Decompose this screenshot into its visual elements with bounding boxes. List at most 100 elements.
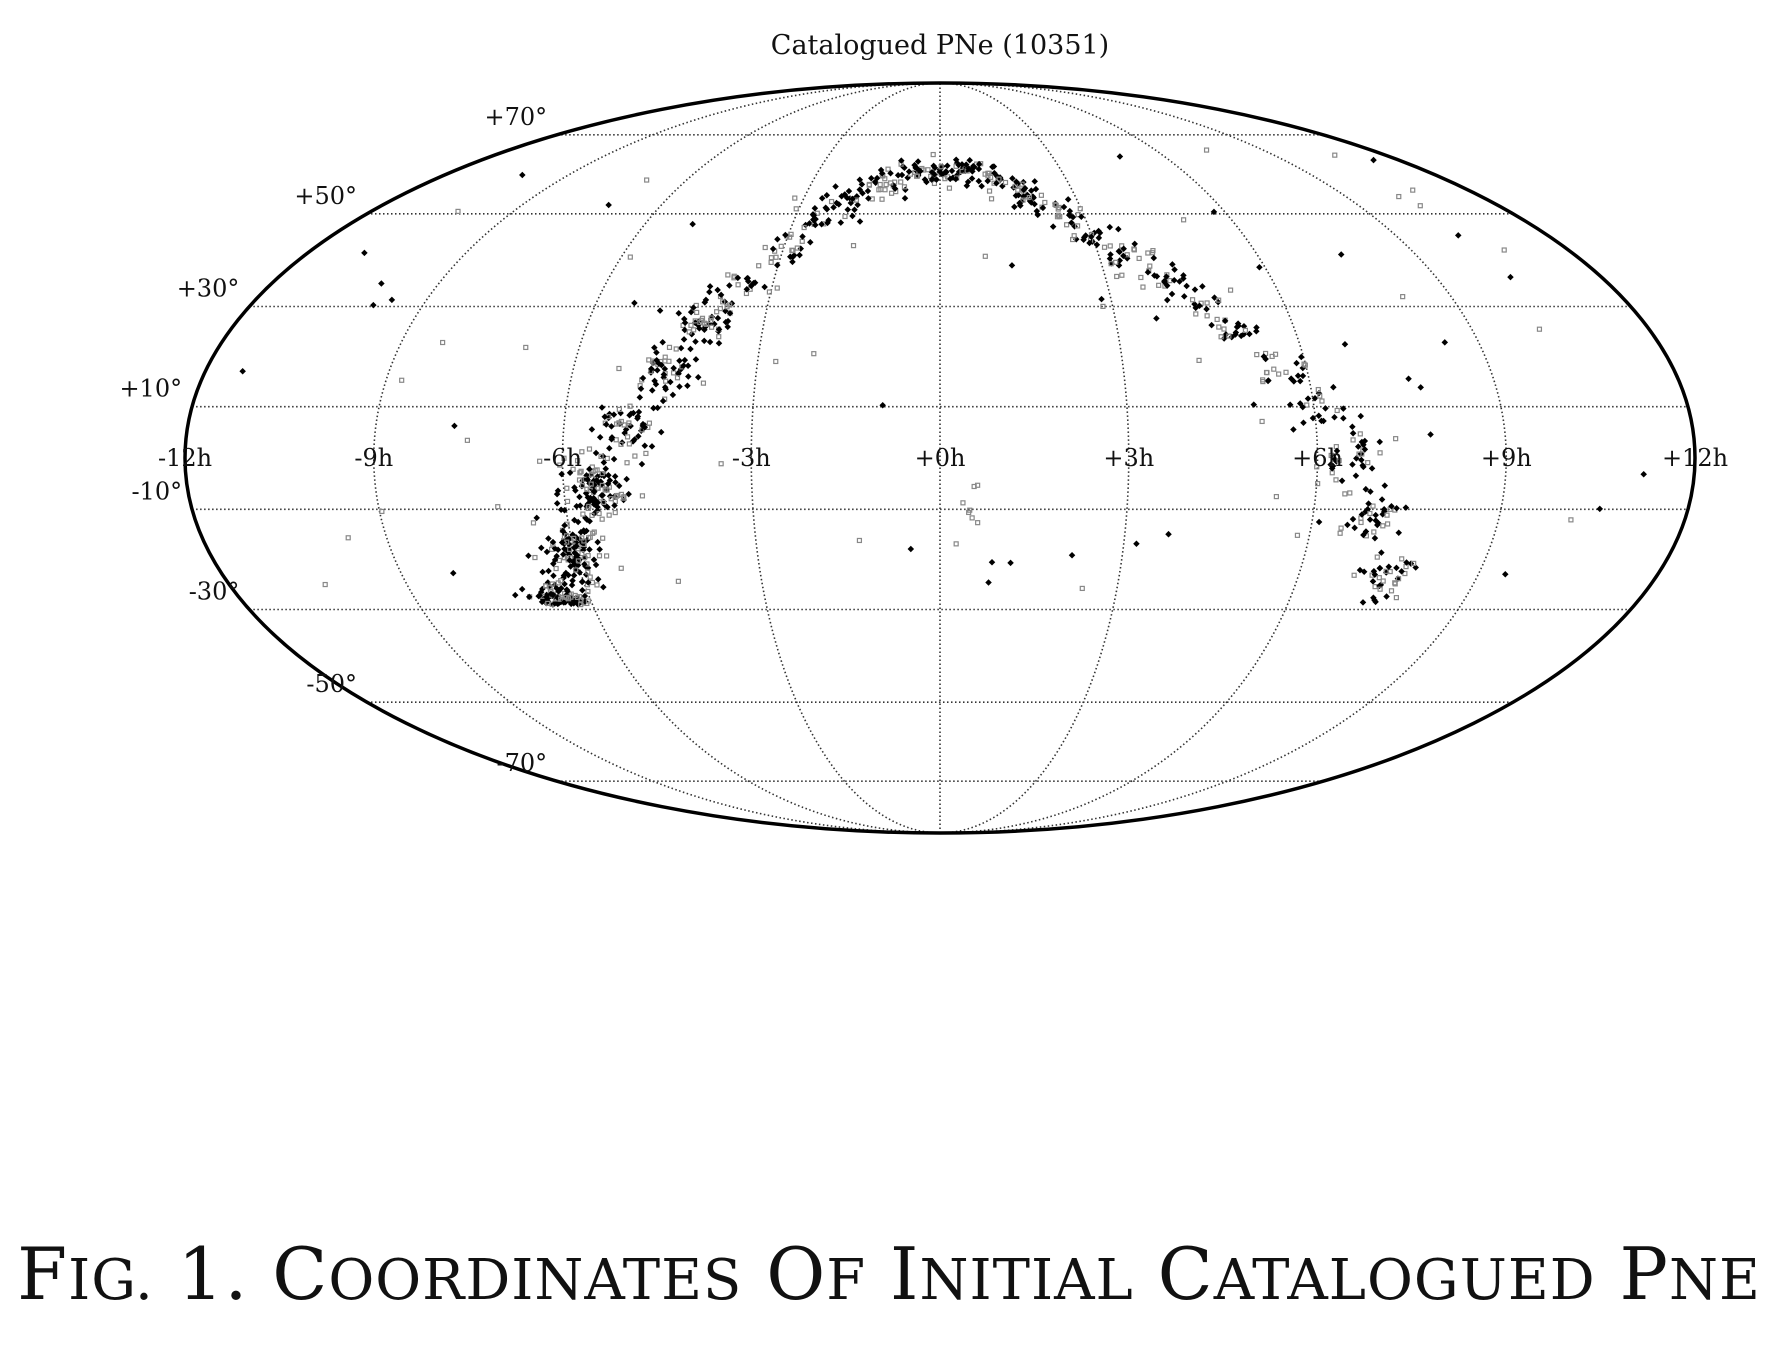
data-point-light <box>599 470 605 477</box>
data-point-light <box>1319 398 1325 404</box>
dec-tick-label: +10° <box>119 375 182 403</box>
data-point-light <box>666 344 673 350</box>
data-point-light <box>1388 588 1395 594</box>
data-point-light <box>792 195 798 201</box>
data-point-dark <box>706 288 713 296</box>
data-point-dark <box>1351 524 1358 532</box>
data-point-dark <box>1640 470 1647 478</box>
data-point-light <box>564 498 571 505</box>
data-point-dark <box>612 479 619 486</box>
data-point-dark <box>239 368 246 375</box>
data-point-light <box>670 370 677 376</box>
data-point-light <box>925 167 931 173</box>
data-point-dark <box>1378 496 1386 503</box>
data-point-light <box>888 190 895 196</box>
data-point-dark <box>1165 530 1172 538</box>
data-point-light <box>537 458 543 464</box>
data-point-dark <box>1208 321 1215 329</box>
data-point-dark <box>593 477 600 484</box>
data-point-light <box>773 254 779 260</box>
data-point-dark <box>1068 551 1076 559</box>
data-point-light <box>455 208 461 214</box>
ra-tick-label: +0h <box>915 444 966 472</box>
data-point-light <box>1358 519 1364 526</box>
data-point-light <box>576 477 583 483</box>
data-point-light <box>613 437 619 443</box>
data-point-dark <box>706 338 714 346</box>
data-point-dark <box>639 374 647 382</box>
data-point-dark <box>604 503 611 511</box>
data-point-dark <box>1131 240 1138 248</box>
data-point-dark <box>603 421 610 428</box>
data-point-dark <box>594 499 602 506</box>
data-point-light <box>1196 357 1202 363</box>
data-point-dark <box>1371 534 1379 542</box>
data-point-dark <box>687 308 695 316</box>
data-point-dark <box>1338 477 1346 485</box>
data-point-dark <box>654 366 661 374</box>
data-point-light <box>574 458 581 464</box>
data-point-dark <box>901 194 909 202</box>
data-point-dark <box>598 404 606 411</box>
data-point-dark <box>600 583 607 591</box>
data-point-light <box>1042 199 1048 206</box>
data-point-light <box>599 482 605 488</box>
data-point-dark <box>811 204 819 212</box>
data-point-dark <box>1168 290 1176 298</box>
data-point-dark <box>929 175 936 183</box>
data-point-dark <box>680 315 688 323</box>
data-point-dark <box>692 356 700 363</box>
data-point-dark <box>1349 515 1357 523</box>
data-point-light <box>674 375 681 381</box>
data-point-light <box>720 299 726 305</box>
data-point-dark <box>988 558 996 566</box>
data-point-light <box>1273 493 1279 500</box>
data-point-light <box>975 482 981 488</box>
data-point-light <box>982 253 988 259</box>
data-point-dark <box>1064 196 1072 203</box>
data-point-dark <box>912 163 920 171</box>
data-point-dark <box>1296 377 1304 385</box>
data-point-dark <box>818 220 825 228</box>
data-point-dark <box>573 551 581 559</box>
data-point-light <box>856 537 863 544</box>
data-point-dark <box>894 172 902 179</box>
data-point-light <box>614 421 620 427</box>
data-point-light <box>585 553 591 559</box>
data-point-dark <box>568 581 576 589</box>
data-point-dark <box>662 385 670 393</box>
data-point-dark <box>1381 482 1389 489</box>
data-point-light <box>399 377 405 383</box>
data-point-light <box>555 580 561 586</box>
data-point-dark <box>608 435 615 443</box>
data-point-dark <box>962 161 970 168</box>
data-point-light <box>714 309 720 315</box>
data-point-light <box>877 181 883 188</box>
dec-tick-label: -30° <box>189 577 240 605</box>
data-point-dark <box>518 585 526 593</box>
data-point-dark <box>651 344 658 351</box>
data-point-dark <box>684 382 691 390</box>
data-point-dark <box>543 593 550 601</box>
data-point-light <box>756 263 762 269</box>
data-point-light <box>1315 480 1321 487</box>
data-point-dark <box>1298 353 1305 361</box>
data-point-light <box>644 177 650 183</box>
data-point-light <box>1367 510 1373 517</box>
data-point-light <box>1350 437 1356 443</box>
data-point-dark <box>549 591 557 599</box>
data-point-light <box>1402 570 1408 577</box>
data-point-dark <box>958 161 966 168</box>
data-point-light <box>1260 377 1266 383</box>
data-point-light <box>543 583 549 589</box>
data-point-dark <box>610 411 618 418</box>
data-point-dark <box>1369 578 1377 585</box>
data-point-dark <box>891 185 899 192</box>
map-boundary <box>183 81 1697 835</box>
data-point-light <box>688 322 694 328</box>
ra-tick-label: -9h <box>354 444 393 472</box>
data-point-dark <box>602 465 609 473</box>
data-point-light <box>1371 529 1377 535</box>
data-point-light <box>1119 272 1125 278</box>
data-point-dark <box>990 163 998 170</box>
